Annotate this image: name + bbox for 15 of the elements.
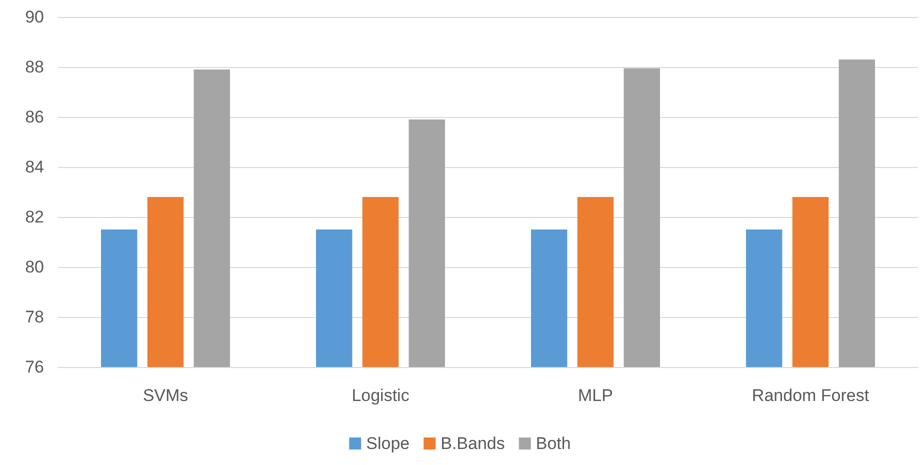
y-tick-label: 88 bbox=[25, 58, 44, 76]
x-tick-label: SVMs bbox=[142, 386, 188, 405]
y-tick-label: 84 bbox=[25, 158, 44, 176]
y-tick-label: 90 bbox=[25, 8, 44, 26]
legend-label: Both bbox=[536, 434, 571, 453]
y-tick-label: 80 bbox=[25, 258, 44, 276]
y-tick-label: 86 bbox=[25, 108, 44, 126]
y-tick-label: 82 bbox=[25, 208, 44, 226]
legend-label: B.Bands bbox=[440, 434, 505, 453]
x-tick-label: Logistic bbox=[352, 386, 410, 405]
x-tick-label: MLP bbox=[578, 386, 613, 405]
legend-label: Slope bbox=[366, 434, 410, 453]
y-tick-label: 78 bbox=[25, 308, 44, 326]
y-tick-label: 76 bbox=[25, 358, 44, 376]
x-tick-label: Random Forest bbox=[752, 386, 870, 405]
